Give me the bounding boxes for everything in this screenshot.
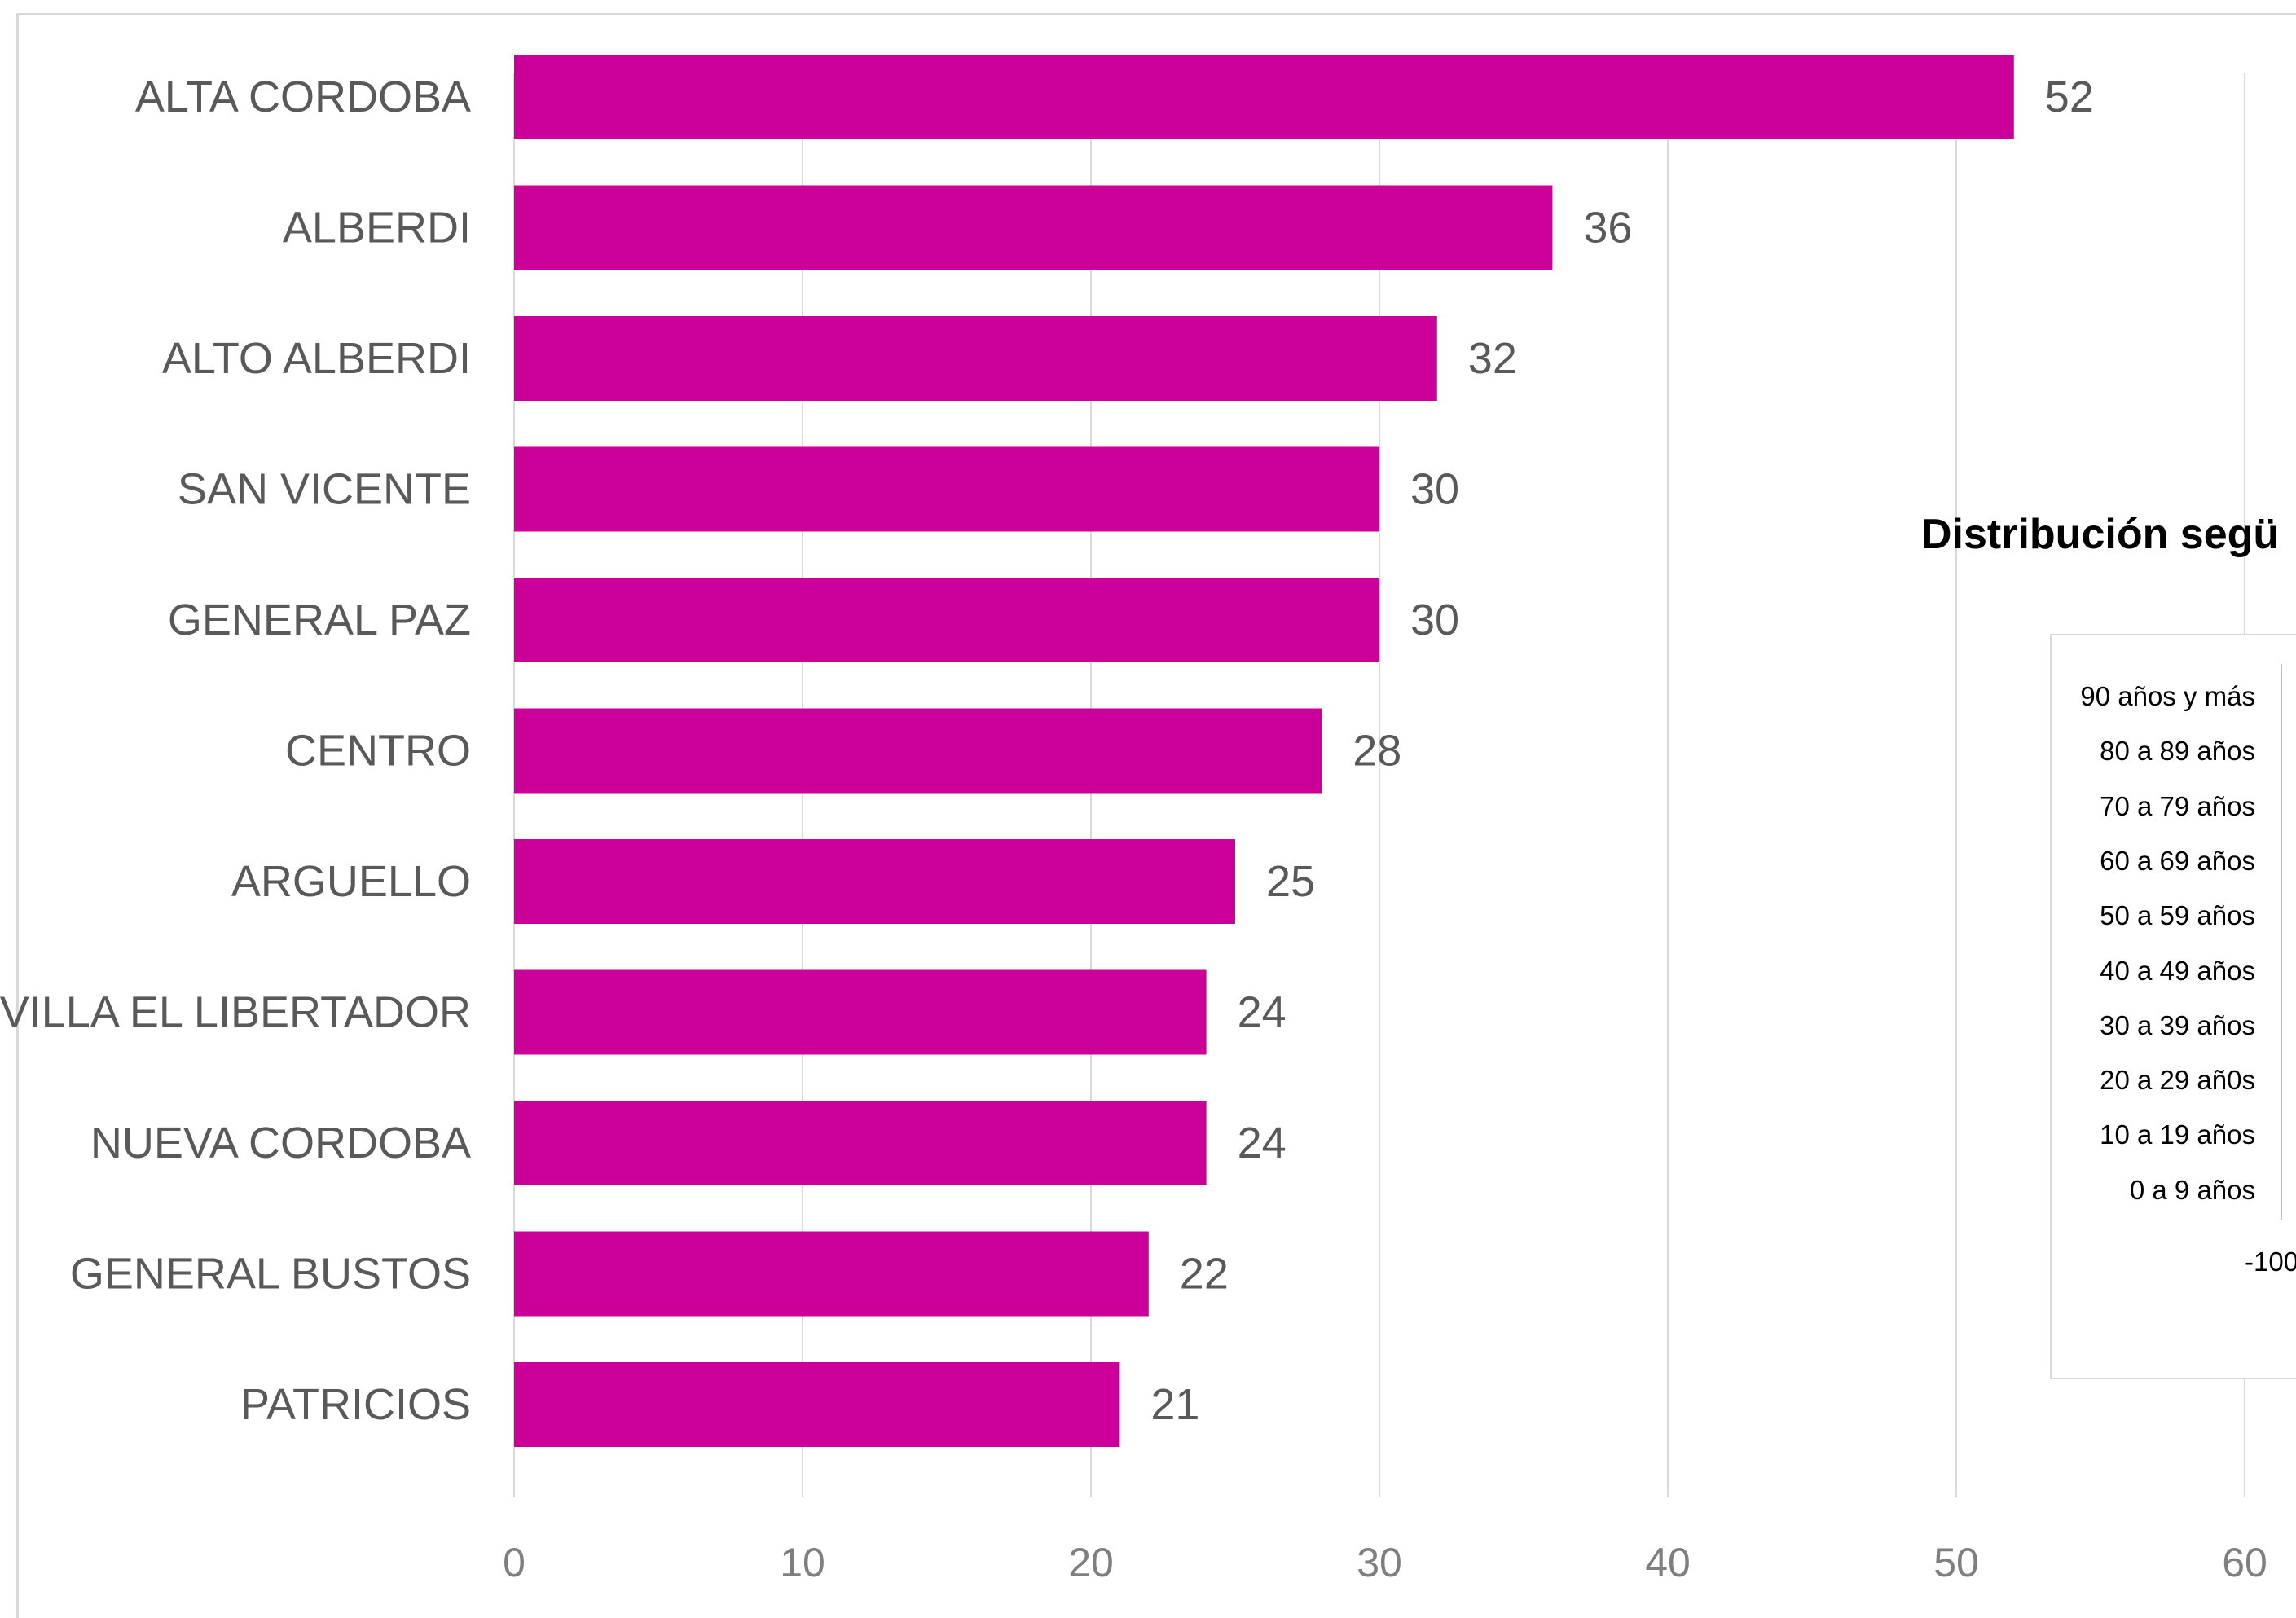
category-label: SAN VICENTE	[178, 465, 471, 514]
category-label: GENERAL BUSTOS	[70, 1250, 471, 1299]
chart-frame	[16, 13, 2296, 1618]
x-tick-label: 60	[2222, 1540, 2267, 1585]
bar	[514, 1231, 1149, 1317]
category-label: CENTRO	[285, 727, 471, 776]
x-tick-label: 30	[1357, 1540, 1402, 1585]
data-label: 30	[1410, 465, 1459, 514]
data-label: 24	[1238, 988, 1287, 1037]
category-label: NUEVA CORDOBA	[90, 1119, 471, 1167]
data-label: 22	[1180, 1250, 1229, 1299]
data-label: 52	[2045, 73, 2094, 121]
age-group-label: 60 a 69 años	[2100, 845, 2255, 876]
age-group-label: 90 años y más	[2080, 681, 2255, 711]
age-group-label: 40 a 49 años	[2100, 955, 2255, 986]
inset-chart-title: Distribución segü	[1921, 511, 2280, 558]
category-label: ALBERDI	[283, 204, 471, 253]
bar	[514, 316, 1437, 401]
category-label: PATRICIOS	[240, 1380, 471, 1429]
x-tick-label: 20	[1068, 1540, 1114, 1585]
age-group-label: 0 a 9 años	[2129, 1174, 2255, 1205]
age-group-label: 50 a 59 años	[2100, 900, 2255, 931]
bar	[514, 839, 1235, 924]
bar	[514, 1101, 1207, 1185]
category-label: ALTO ALBERDI	[162, 334, 471, 383]
age-group-label: 10 a 19 años	[2100, 1119, 2255, 1150]
bar	[514, 708, 1322, 794]
data-label: 25	[1266, 857, 1315, 906]
category-label: GENERAL PAZ	[168, 596, 471, 644]
bar	[514, 55, 2014, 139]
bar	[514, 185, 1553, 270]
data-label: 28	[1353, 727, 1401, 776]
x-tick-label: 10	[780, 1540, 825, 1585]
category-label: ARGUELLO	[231, 857, 471, 906]
inset-tick-label: -100	[2245, 1246, 2296, 1277]
category-label: ALTA CORDOBA	[135, 73, 471, 121]
x-tick-label: 50	[1933, 1540, 1979, 1585]
age-group-label: 80 a 89 años	[2100, 736, 2255, 767]
age-group-label: 70 a 79 años	[2100, 790, 2255, 821]
data-label: 24	[1238, 1119, 1287, 1167]
data-label: 32	[1468, 334, 1517, 383]
category-label: VILLA EL LIBERTADOR	[0, 988, 471, 1037]
age-group-label: 30 a 39 años	[2100, 1009, 2255, 1040]
bar	[514, 446, 1379, 532]
data-label: 30	[1410, 596, 1459, 644]
data-label: 36	[1583, 204, 1632, 253]
x-tick-label: 40	[1645, 1540, 1691, 1585]
inset-chart-area	[2050, 634, 2296, 1379]
age-group-label: 20 a 29 añ0s	[2100, 1065, 2255, 1096]
data-label: 21	[1150, 1380, 1199, 1429]
bar	[514, 1362, 1120, 1447]
bar	[514, 969, 1207, 1055]
bar	[514, 578, 1379, 662]
x-tick-label: 0	[503, 1540, 526, 1585]
inset-chart-axis	[2281, 664, 2282, 1220]
